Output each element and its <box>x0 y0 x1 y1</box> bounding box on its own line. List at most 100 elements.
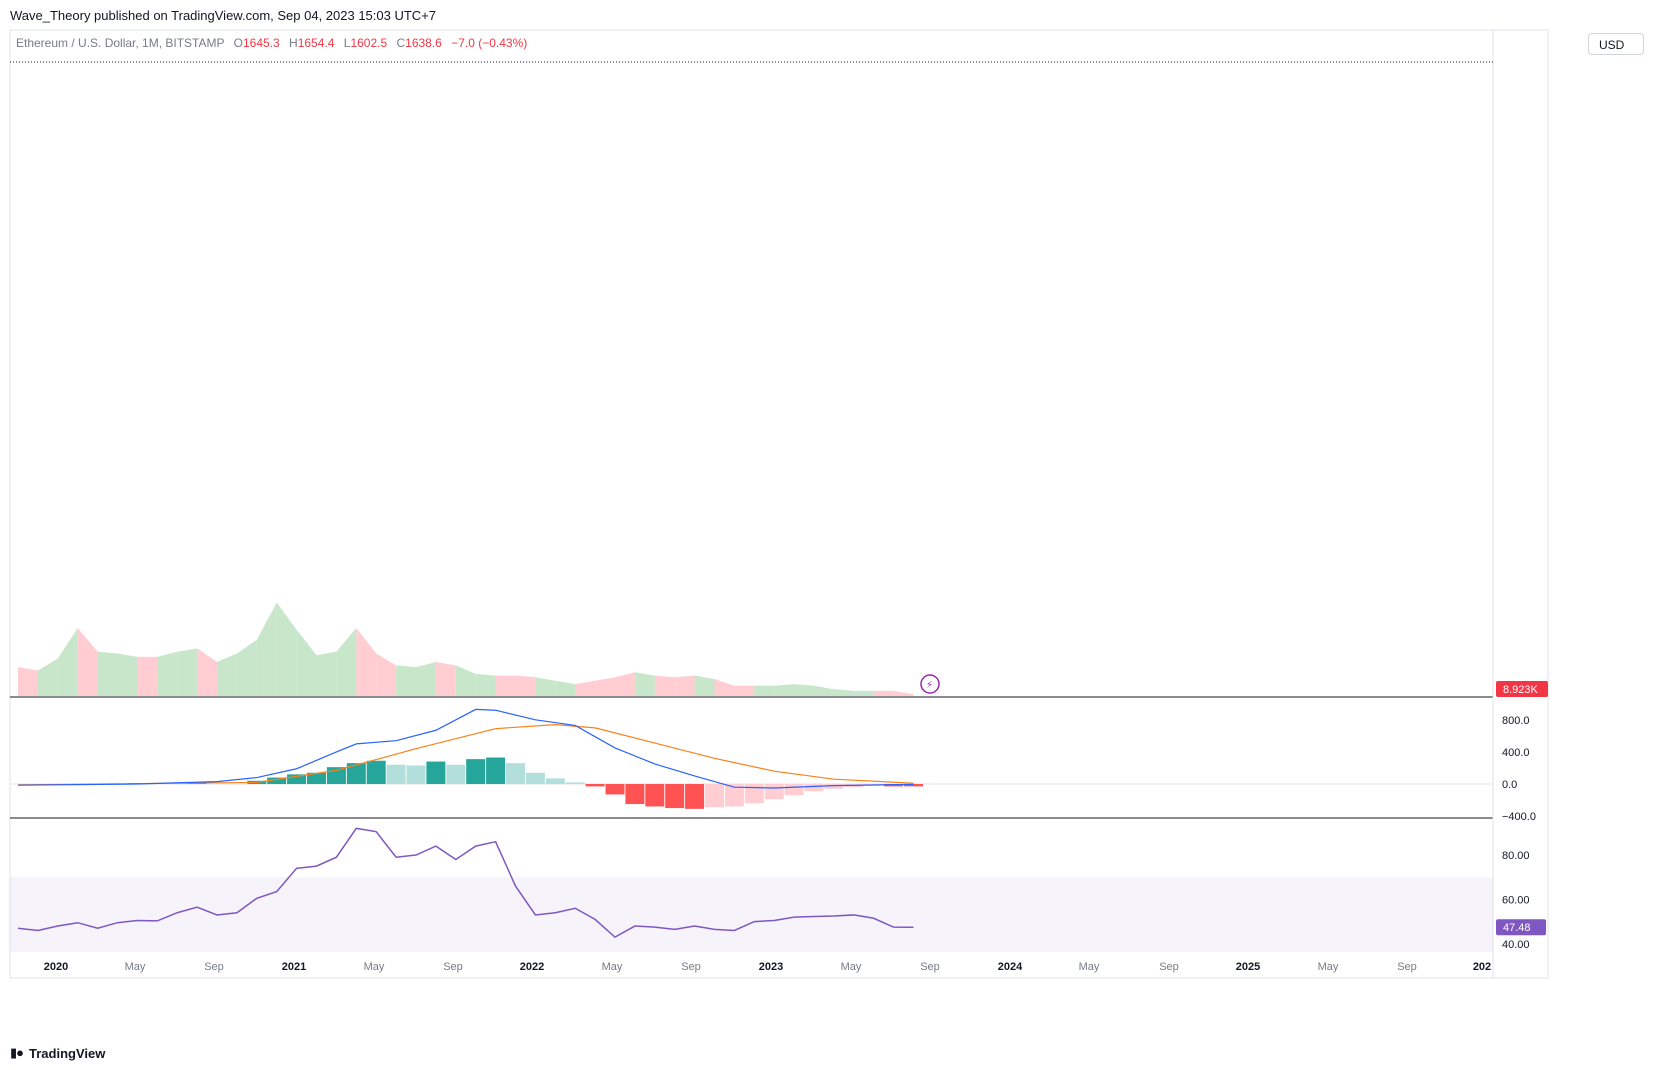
volume-area <box>77 628 98 696</box>
macd-histogram-bar <box>267 777 287 784</box>
volume-area <box>197 648 217 696</box>
macd-histogram-bar <box>386 764 406 784</box>
macd-histogram-bar <box>804 784 824 792</box>
macd-axis-tick: 0.0 <box>1502 779 1517 791</box>
symbol-legend: Ethereum / U.S. Dollar, 1M, BITSTAMP O 16… <box>16 36 527 50</box>
grid-lines <box>9 29 1549 979</box>
volume-value: 8.923K <box>1503 684 1539 696</box>
volume-area <box>336 628 357 696</box>
open-label: O <box>233 36 243 50</box>
rsi-value-label: 47.48 <box>1503 922 1531 934</box>
macd-histogram-bar <box>525 772 545 784</box>
time-axis-tick: Sep <box>920 961 940 973</box>
macd-histogram-bar <box>784 784 804 796</box>
macd-histogram-bar <box>665 784 685 809</box>
volume-area <box>296 629 317 696</box>
macd-histogram-bar <box>426 761 446 784</box>
volume-area <box>654 675 675 696</box>
volume-area <box>575 680 596 696</box>
time-axis-tick: Sep <box>681 961 701 973</box>
tradingview-footer[interactable]: ▮● TradingView <box>10 1045 105 1061</box>
macd-line <box>17 708 914 789</box>
axes: High▶1638.626d 16h1582.18.923K800.0400.0… <box>44 681 1548 973</box>
volume-area <box>137 656 158 696</box>
rsi-value-badge <box>1496 919 1546 936</box>
macd-histogram-bar <box>506 763 525 784</box>
rsi-pane <box>10 827 1493 952</box>
rsi-axis-tick: 80.00 <box>1502 850 1530 862</box>
high-value: 1654.4 <box>297 36 335 50</box>
volume-profile-icon <box>920 674 940 694</box>
time-axis-tick: May <box>1318 961 1339 973</box>
volume-area <box>37 658 58 696</box>
macd-histogram-bar <box>326 767 346 784</box>
time-axis-tick: May <box>1079 961 1100 973</box>
time-axis-tick: 2021 <box>282 961 306 973</box>
close-label: C <box>396 36 406 50</box>
volume-area <box>18 667 38 696</box>
time-axis-tick: 2020 <box>44 961 68 973</box>
macd-axis-tick: 800.0 <box>1502 715 1530 727</box>
volume-area <box>853 690 874 696</box>
volume-area <box>893 690 914 696</box>
volume-area <box>117 653 138 696</box>
volume-area <box>694 675 715 696</box>
chart-frame <box>9 29 1549 979</box>
currency-button[interactable]: USD <box>1588 33 1644 55</box>
volume-area <box>535 677 556 696</box>
macd-histogram-bar <box>824 784 844 789</box>
rsi-band <box>10 877 1493 952</box>
volume-area <box>774 684 795 696</box>
macd-histogram-bar <box>446 764 466 784</box>
time-axis-tick: May <box>125 961 146 973</box>
low-value: 1602.5 <box>350 36 388 50</box>
time-axis-tick: Sep <box>1159 961 1179 973</box>
volume-area <box>416 662 436 696</box>
macd-histogram-bar <box>585 784 605 787</box>
close-value: 1638.6 <box>405 36 442 50</box>
macd-histogram-bar <box>307 772 326 784</box>
macd-histogram-bar <box>565 782 585 784</box>
time-axis-tick: May <box>841 961 862 973</box>
macd-histogram-bar <box>486 757 506 784</box>
volume-area <box>833 689 854 696</box>
volume-area <box>455 665 476 696</box>
macd-histogram-bar <box>705 784 724 808</box>
high-label: H <box>289 36 298 50</box>
volume-area <box>57 628 78 696</box>
rsi-axis-tick: 40.00 <box>1502 939 1530 951</box>
macd-histogram-bar <box>346 763 366 784</box>
volume-area <box>515 675 536 696</box>
volume-area <box>814 685 834 696</box>
volume-area <box>555 680 576 696</box>
volume-area <box>217 653 237 696</box>
time-axis-tick: 2025 <box>1236 961 1260 973</box>
time-axis-tick: May <box>602 961 623 973</box>
macd-histogram-bar <box>764 784 784 800</box>
macd-histogram-bar <box>605 784 625 795</box>
volume-badge <box>1496 681 1548 697</box>
volume-area <box>754 685 775 696</box>
time-axis-tick: Sep <box>204 961 224 973</box>
volume-area <box>256 602 277 696</box>
publisher-line: Wave_Theory published on TradingView.com… <box>10 8 437 23</box>
volume-area <box>157 651 178 696</box>
rsi-axis-tick: 60.00 <box>1502 894 1530 906</box>
time-axis-tick: 2024 <box>998 961 1023 973</box>
macd-histogram-bar <box>545 778 565 784</box>
macd-histogram-bar <box>625 784 645 805</box>
macd-pane <box>10 708 1493 809</box>
macd-histogram-bar <box>685 784 705 809</box>
volume-area <box>714 679 735 696</box>
tradingview-logo-icon: ▮● <box>10 1045 24 1060</box>
volume-pane: ⚡ <box>18 602 940 696</box>
volume-area <box>615 672 635 696</box>
time-axis-tick: 2023 <box>759 961 783 973</box>
volume-area <box>495 675 516 696</box>
low-label: L <box>343 36 351 50</box>
volume-area <box>794 684 814 696</box>
volume-profile-icon: ⚡ <box>926 680 933 691</box>
symbol-name[interactable]: Ethereum / U.S. Dollar, 1M, BITSTAMP <box>16 36 225 50</box>
volume-area <box>97 651 118 696</box>
